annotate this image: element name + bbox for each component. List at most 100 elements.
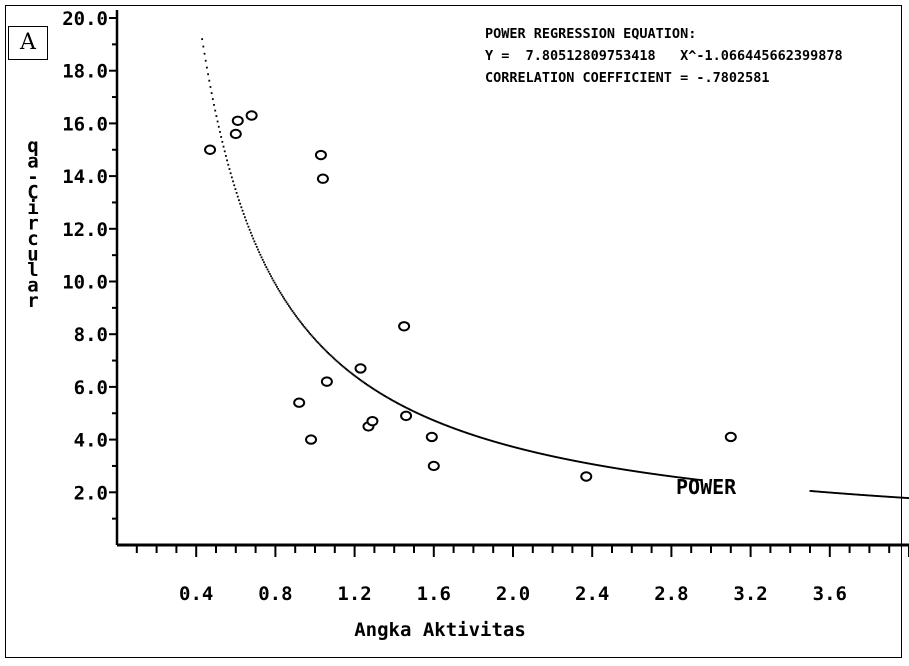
fit-curve-dot: [339, 362, 341, 365]
fit-curve-dot: [209, 86, 212, 88]
data-point: [320, 376, 333, 387]
fit-curve-dot: [575, 460, 578, 463]
annotation-title: POWER REGRESSION EQUATION:: [485, 26, 696, 42]
fit-curve-dot: [359, 378, 362, 381]
fit-curve-dot: [278, 289, 281, 292]
annotation-correlation: CORRELATION COEFFICIENT = -.7802581: [485, 70, 769, 86]
fit-curve-dot: [543, 453, 546, 456]
fit-curve-dot: [308, 331, 310, 334]
fit-curve-dot: [443, 423, 446, 426]
fit-curve-dot: [247, 225, 250, 228]
fit-curve-dot: [479, 436, 482, 439]
fit-curve-dot: [381, 393, 384, 396]
fit-curve-dot: [824, 491, 827, 494]
fit-curve-dot: [235, 191, 238, 194]
fit-curve-dot: [419, 413, 422, 416]
fit-curve-dot: [505, 444, 508, 446]
fit-curve-dot: [310, 334, 313, 337]
fit-curve-dot: [413, 411, 416, 413]
fit-curve-dot: [620, 468, 623, 471]
fit-curve-dot: [845, 492, 847, 495]
fit-curve-dot: [251, 234, 253, 237]
fit-curve-dot: [618, 467, 621, 470]
fit-curve-dot: [861, 494, 864, 496]
fit-curve-dot: [668, 475, 670, 477]
fit-curve-dot: [386, 396, 389, 399]
fit-curve-dot: [551, 455, 554, 458]
fit-curve-dot: [463, 431, 466, 434]
fit-curve-dot: [220, 136, 223, 138]
fit-curve-dot: [201, 38, 204, 41]
fit-curve-dot: [384, 395, 386, 398]
fit-curve-dot: [337, 361, 340, 364]
fit-curve-dot: [696, 478, 699, 481]
y-axis-title-char: i: [27, 197, 38, 219]
fit-curve-dot: [685, 477, 688, 480]
fit-curve-dot: [662, 474, 664, 477]
fit-curve-dot: [889, 495, 891, 498]
fit-curve-dot: [548, 454, 550, 457]
fit-curve-dot: [596, 464, 599, 467]
fit-curve-dot: [498, 442, 501, 444]
fit-curve-dot: [373, 388, 376, 391]
fit-curve-dot: [403, 405, 405, 408]
fit-curve-dot: [312, 337, 315, 339]
fit-curve-dot: [493, 440, 496, 443]
fit-curve-dot: [542, 453, 544, 456]
fit-curve-dot: [868, 494, 871, 497]
data-point: [366, 415, 379, 427]
fit-curve-dot: [234, 188, 237, 191]
fit-curve-dot: [691, 478, 694, 481]
fit-curve-dot: [582, 461, 585, 464]
fit-curve-dot: [598, 464, 600, 467]
fit-curve-dot: [245, 219, 247, 222]
fit-curve-dot: [285, 301, 288, 304]
fit-curve-dot: [606, 465, 609, 468]
fit-curve-dot: [592, 463, 594, 466]
fit-curve-dot: [659, 474, 662, 476]
fit-curve-dot: [567, 458, 569, 461]
fit-curve-dot: [405, 406, 408, 409]
fit-curve-dot: [886, 495, 889, 498]
fit-curve-dot: [436, 420, 439, 423]
fit-curve-dot: [350, 372, 353, 375]
fit-curve-dot: [467, 432, 470, 435]
fit-curve-dot: [605, 465, 607, 468]
fit-curve-dot: [487, 438, 490, 441]
fit-curve-dot: [523, 448, 525, 451]
fit-curve-dot: [468, 432, 471, 435]
fit-curve-dot: [455, 428, 458, 431]
fit-curve-dot: [410, 409, 413, 412]
fit-curve-dot: [688, 477, 691, 480]
fit-curve-dot: [896, 496, 899, 499]
fit-curve-dot: [854, 493, 857, 496]
fit-curve-dot: [306, 330, 309, 333]
fit-curve-dot: [526, 449, 529, 452]
fit-curve-dot: [274, 283, 277, 286]
y-axis-title-char: u: [27, 244, 38, 266]
fit-curve-dot: [453, 427, 455, 430]
fit-curve-dot: [407, 408, 410, 410]
data-point: [293, 397, 306, 408]
fit-curve-dot: [898, 496, 901, 499]
fit-curve-dot: [270, 275, 272, 278]
fit-curve-dot: [830, 491, 833, 494]
fit-curve-dot: [441, 422, 444, 425]
fit-curve-dot: [544, 453, 547, 456]
fit-curve-dot: [866, 494, 869, 497]
x-tick-label: 0.4: [179, 583, 213, 605]
fit-curve-dot: [839, 492, 841, 495]
fit-curve-dot: [510, 445, 512, 448]
fit-curve-dot: [570, 459, 573, 462]
fit-curve-dot: [440, 422, 442, 425]
y-tick-label: 16.0: [62, 113, 108, 135]
fit-curve-dot: [213, 104, 215, 106]
fit-curve-dot: [512, 446, 515, 448]
fit-curve-dot: [897, 496, 900, 499]
y-tick-label: 20.0: [62, 8, 108, 30]
fit-curve-dot: [577, 460, 580, 463]
y-tick-label: 4.0: [74, 430, 108, 452]
fit-curve-dot: [259, 253, 262, 256]
fit-curve-dot: [822, 491, 825, 493]
fit-curve-dot: [390, 398, 392, 401]
